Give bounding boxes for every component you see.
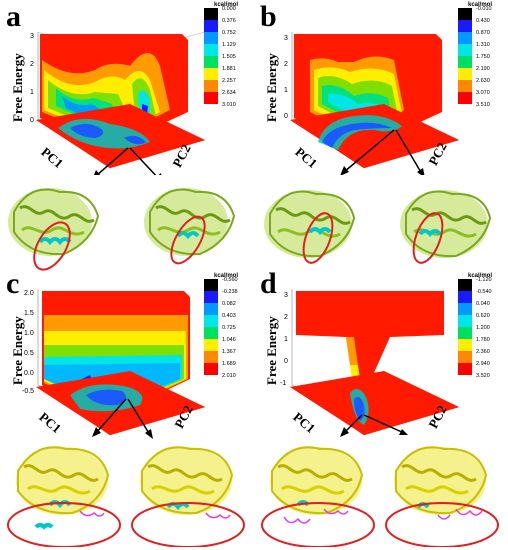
colorbar-label: 2.010: [222, 373, 236, 379]
colorbar-label: 0.403: [222, 313, 236, 319]
panel-letter: d: [260, 267, 277, 300]
colorbar-label: -0.540: [476, 289, 492, 295]
colorbar-label: 1.129: [222, 42, 236, 48]
colorbar-label: 1.780: [476, 337, 490, 343]
colorbar-label: 3.520: [476, 373, 490, 379]
z-tick: 2.0: [24, 290, 34, 297]
colorbar-label: 1.200: [476, 325, 490, 331]
colorbar-label: 2.257: [222, 78, 236, 84]
protein-left: [8, 188, 100, 271]
z-tick: 2: [284, 61, 288, 68]
free-energy-surface: 3 2 1 0: [284, 32, 460, 175]
colorbar-label: 3.510: [476, 102, 490, 108]
z-tick: 3: [30, 33, 34, 40]
z-tick: 0: [284, 358, 288, 365]
colorbar-label: 3.010: [222, 102, 236, 108]
colorbar-label: 2.634: [222, 90, 236, 96]
z-tick: 1: [30, 89, 34, 96]
panel-d: d Free Energy 3 2 1 0 -1 PC1 PC2 kcal/mo…: [254, 269, 508, 550]
z-tick: -0.5: [22, 388, 34, 395]
z-tick: 0: [30, 117, 34, 124]
colorbar-label: -0.238: [222, 289, 238, 295]
unit-label: kcal/mol: [468, 2, 493, 8]
colorbar-label: -0.560: [222, 277, 238, 283]
protein-right: [385, 446, 499, 547]
panel-letter: b: [260, 0, 277, 33]
protein-right: [131, 446, 245, 547]
protein-structures: [264, 190, 492, 264]
colorbar-label: 2.940: [476, 361, 490, 367]
protein-structures: [7, 446, 245, 547]
unit-label: kcal/mol: [214, 2, 239, 8]
colorbar-label: 2.630: [476, 78, 490, 84]
unit-label: kcal/mol: [214, 273, 239, 279]
panel-letter: c: [6, 267, 20, 300]
protein-right: [400, 190, 492, 264]
colorbar-label: 1.881: [222, 66, 236, 72]
colorbar: -0.560 -0.238 0.082 0.403 0.725 1.046 1.…: [204, 277, 238, 379]
panel-letter: a: [6, 0, 21, 33]
free-energy-surface: 3 2 1 0: [30, 31, 206, 175]
z-tick: 1.5: [24, 310, 34, 317]
z-tick: 0.0: [24, 370, 34, 377]
colorbar-label: 1.505: [222, 54, 236, 60]
protein-left: [7, 446, 121, 547]
colorbar: 0.000 0.376 0.752 1.129 1.505 1.881 2.25…: [204, 6, 236, 108]
colorbar-label: 1.367: [222, 349, 236, 355]
z-tick: 0: [284, 113, 288, 120]
z-tick: 1.0: [24, 330, 34, 337]
z-tick: 3: [284, 292, 288, 299]
colorbar-label: 2.360: [476, 349, 490, 355]
z-tick: -1: [280, 380, 286, 387]
colorbar-label: 0.000: [222, 6, 236, 12]
protein-left: [261, 446, 375, 547]
colorbar-label: 0.725: [222, 325, 236, 331]
panel-b: b Free Energy 3 2 1 0 PC1 PC2 kcal/mol -…: [254, 0, 508, 275]
colorbar-label: 0.620: [476, 313, 490, 319]
z-tick: 1: [284, 336, 288, 343]
free-energy-surface: 2.0 1.5 1.0 0.5 0.0 -0.5: [22, 289, 206, 439]
z-tick: 2: [30, 61, 34, 68]
protein-structures: [261, 446, 499, 547]
colorbar: -1.120 -0.540 0.040 0.620 1.200 1.780 2.…: [458, 277, 492, 379]
z-tick: 0.5: [24, 350, 34, 357]
colorbar-label: 0.040: [476, 301, 490, 307]
colorbar-label: 1.310: [476, 42, 490, 48]
protein-structures: [8, 188, 236, 271]
colorbar-label: 3.070: [476, 90, 490, 96]
protein-left: [264, 190, 356, 264]
z-tick: 3: [284, 35, 288, 42]
z-tick: 2: [284, 314, 288, 321]
colorbar-label: 1.689: [222, 361, 236, 367]
panel-c: c Free Energy 2.0 1.5 1.0 0.5 0.0 -0.5 P…: [0, 269, 254, 550]
colorbar-label: 0.376: [222, 18, 236, 24]
panel-a: a Free Energy 3 2 1 0 PC1 PC2 kcal/mol: [0, 0, 254, 275]
free-energy-surface: 3 2 1 0 -1: [280, 289, 460, 437]
colorbar-label: 0.082: [222, 301, 236, 307]
colorbar-label: 1.750: [476, 54, 490, 60]
colorbar-label: 0.430: [476, 18, 490, 24]
colorbar-label: -0.010: [476, 6, 492, 12]
colorbar-label: -1.120: [476, 277, 492, 283]
colorbar: -0.010 0.430 0.870 1.310 1.750 2.190 2.6…: [458, 6, 492, 108]
protein-right: [144, 188, 236, 265]
colorbar-label: 2.190: [476, 66, 490, 72]
colorbar-label: 0.752: [222, 30, 236, 36]
colorbar-label: 0.870: [476, 30, 490, 36]
unit-label: kcal/mol: [468, 273, 493, 279]
colorbar-label: 1.046: [222, 337, 236, 343]
z-tick: 1: [284, 87, 288, 94]
